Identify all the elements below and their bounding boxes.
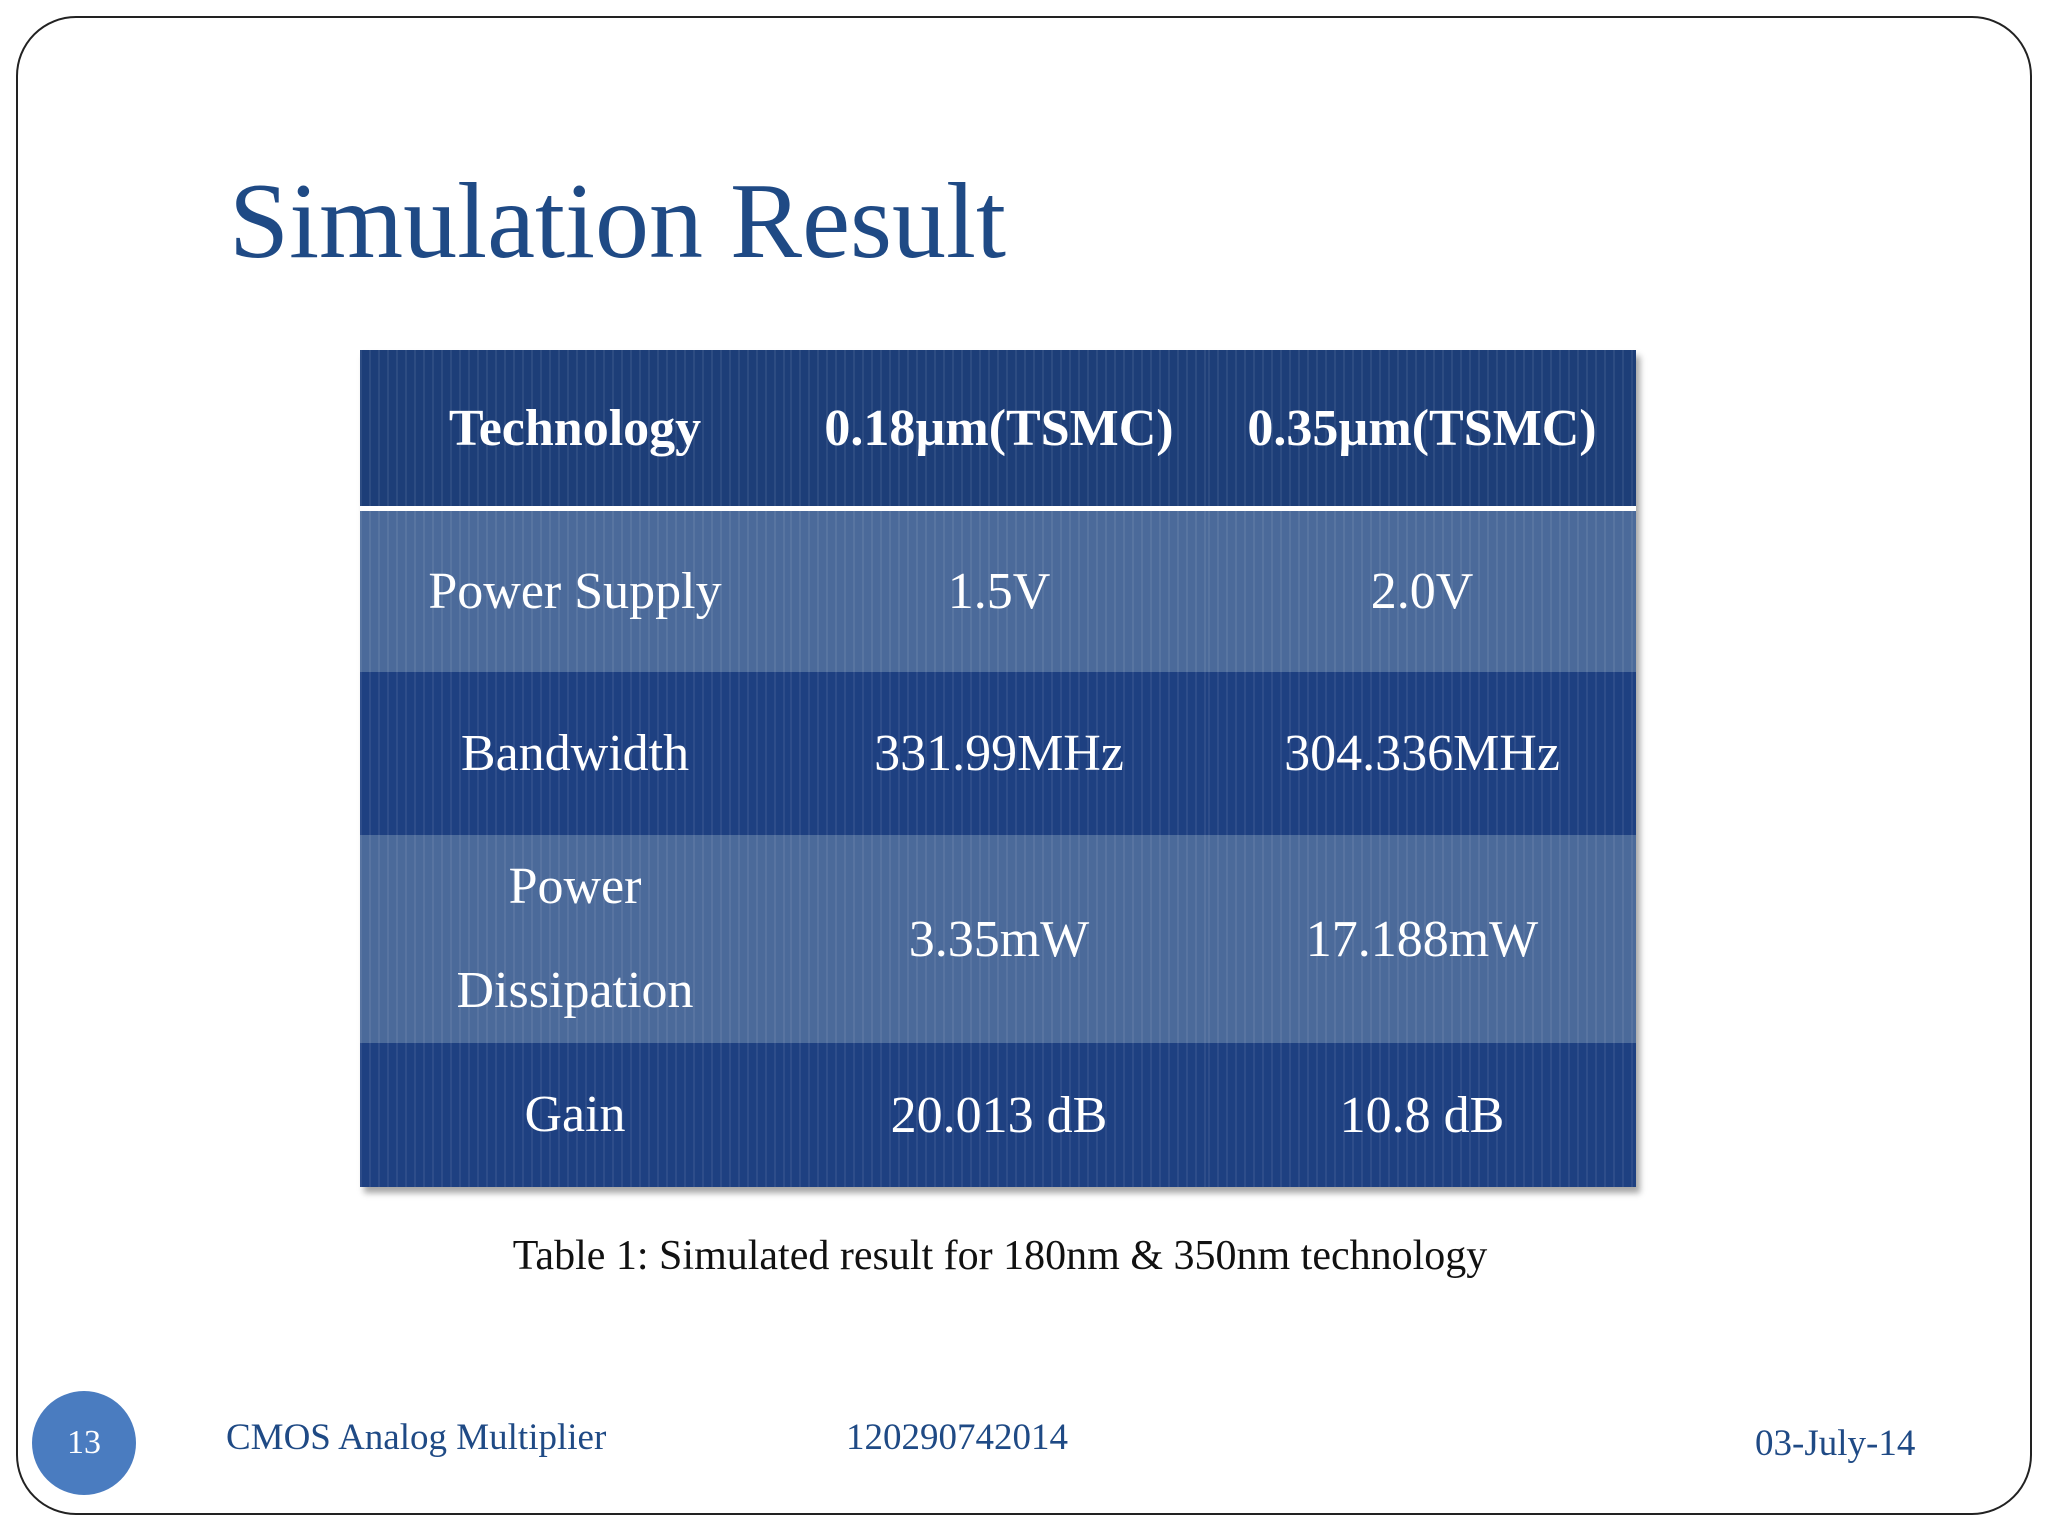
- slide-frame: [16, 16, 2032, 1515]
- footer-date: 03-July-14: [1755, 1423, 1916, 1464]
- header-cell: 0.35µm(TSMC): [1208, 350, 1636, 511]
- table-cell: 331.99MHz: [790, 672, 1208, 835]
- table-row: Power Supply 1.5V 2.0V: [360, 508, 1636, 672]
- header-row: Technology 0.18µm(TSMC) 0.35µm(TSMC): [360, 350, 1636, 511]
- cell-text: Gain: [524, 1086, 626, 1143]
- cell-text: 1.5V: [947, 563, 1051, 620]
- table-cell: 1.5V: [790, 508, 1208, 672]
- table-cell: 20.013 dB: [790, 1043, 1208, 1187]
- table-caption: Table 1: Simulated result for 180nm & 35…: [512, 1233, 1488, 1279]
- cell-text: 2.0V: [1370, 563, 1474, 620]
- footer-id: 120290742014: [846, 1417, 1068, 1458]
- cell-text: Bandwidth: [460, 724, 690, 782]
- table-cell: 17.188mW: [1208, 835, 1636, 1043]
- table-row: Gain 20.013 dB 10.8 dB: [360, 1043, 1636, 1187]
- header-cell: 0.18µm(TSMC): [790, 350, 1208, 511]
- slide-title: Simulation Result: [229, 162, 1007, 281]
- header-cell: Technology: [360, 350, 790, 511]
- cell-text: 3.35mW: [908, 910, 1090, 968]
- table-row: Power Dissipation 3.35mW 17.188mW: [360, 835, 1636, 1043]
- cell-text: 331.99MHz: [874, 725, 1124, 782]
- table-cell: Power Supply: [360, 508, 790, 672]
- cell-text: 20.013 dB: [890, 1086, 1108, 1144]
- table-cell: Power Dissipation: [360, 835, 790, 1043]
- table-cell: Bandwidth: [360, 672, 790, 835]
- cell-text: Power Supply: [428, 562, 722, 620]
- table-row: Bandwidth 331.99MHz 304.336MHz: [360, 672, 1636, 835]
- table-cell: 2.0V: [1208, 508, 1636, 672]
- footer-subject: CMOS Analog Multiplier: [226, 1417, 607, 1458]
- cell-text: 17.188mW: [1305, 910, 1539, 968]
- cell-text: Power Dissipation: [456, 858, 694, 1019]
- results-table: Technology 0.18µm(TSMC) 0.35µm(TSMC) Pow…: [360, 350, 1636, 1187]
- slide-number: 13: [32, 1391, 136, 1495]
- table-cell: Gain: [360, 1043, 790, 1187]
- table-cell: 10.8 dB: [1208, 1043, 1636, 1187]
- table-cell: 304.336MHz: [1208, 672, 1636, 835]
- table-cell: 3.35mW: [790, 835, 1208, 1043]
- cell-text: 304.336MHz: [1284, 725, 1560, 782]
- cell-text: 10.8 dB: [1339, 1086, 1505, 1144]
